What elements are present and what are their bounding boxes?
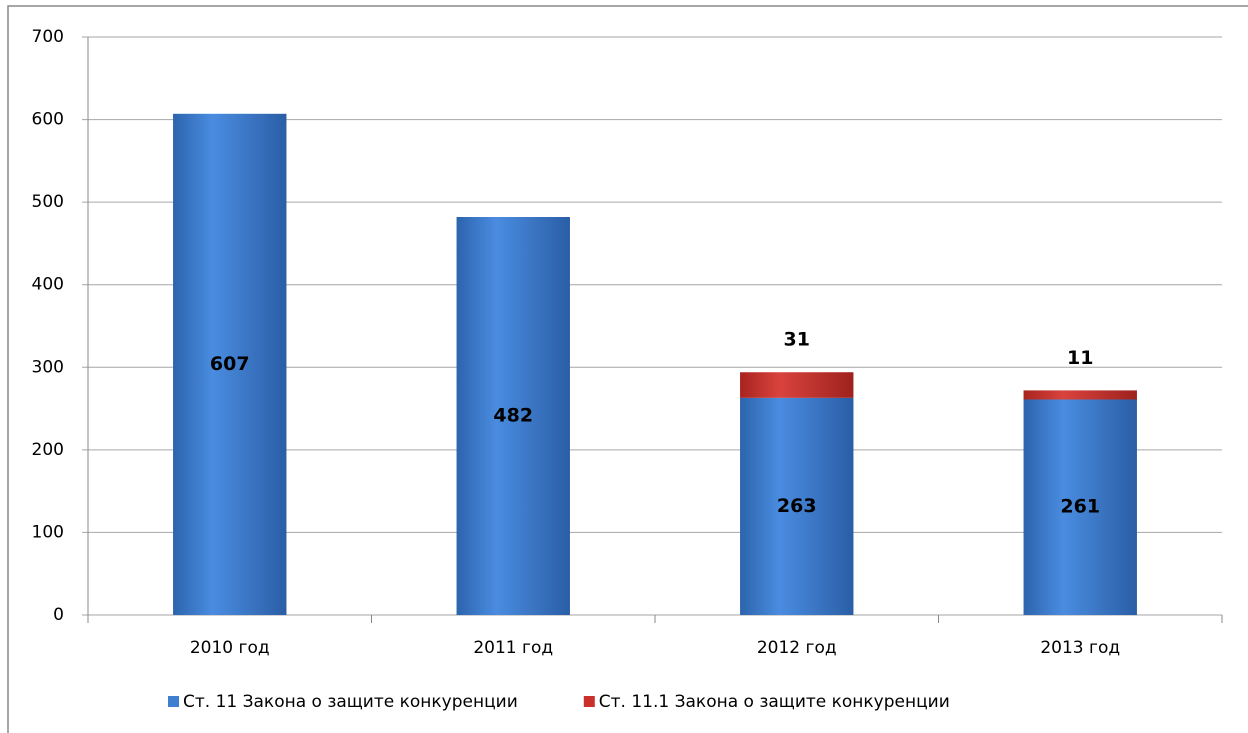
x-tick-label: 2012 год (757, 638, 837, 658)
bar-segment (740, 372, 854, 398)
bar-segment (740, 397, 854, 615)
bar-segment (1023, 399, 1137, 615)
legend-label: Ст. 11.1 Закона о защите конкуренции (599, 692, 950, 712)
x-tick-label: 2010 год (190, 638, 270, 658)
legend-swatch (168, 696, 179, 707)
data-label: 261 (1060, 496, 1100, 518)
y-tick-label: 400 (32, 275, 64, 295)
x-tick-label: 2013 год (1040, 638, 1120, 658)
bar-segment (456, 217, 570, 615)
x-tick-label: 2011 год (473, 638, 553, 658)
y-tick-label: 700 (32, 27, 64, 47)
bar-segment (173, 113, 287, 615)
data-label: 11 (1067, 347, 1093, 369)
y-tick-label: 0 (53, 605, 64, 625)
bar-segment (1023, 390, 1137, 400)
y-tick-label: 300 (32, 357, 64, 377)
y-tick-label: 600 (32, 110, 64, 130)
y-tick-label: 200 (32, 440, 64, 460)
y-tick-label: 500 (32, 192, 64, 212)
y-tick-label: 100 (32, 522, 64, 542)
chart-frame (7, 5, 1248, 733)
legend-label: Ст. 11 Закона о защите конкуренции (183, 692, 518, 712)
data-label: 482 (493, 405, 533, 427)
data-label: 31 (784, 329, 810, 351)
legend-swatch (583, 696, 595, 707)
data-label: 263 (777, 495, 817, 517)
data-label: 607 (210, 353, 250, 375)
